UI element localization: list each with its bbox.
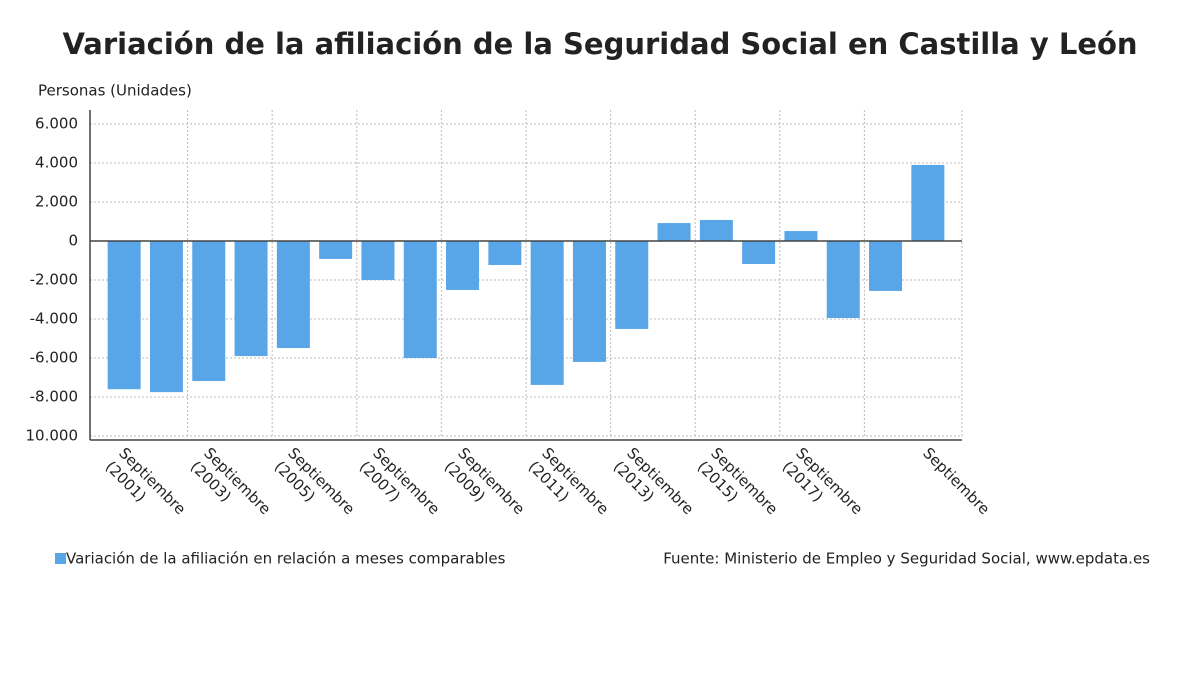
y-tick-label: -2.000 bbox=[30, 271, 78, 289]
bar bbox=[699, 219, 733, 241]
legend-swatch bbox=[55, 553, 66, 564]
y-tick-label: -4.000 bbox=[30, 310, 78, 328]
y-axis-label: Personas (Unidades) bbox=[38, 82, 192, 100]
bar bbox=[826, 241, 860, 319]
y-tick-label: 10.000 bbox=[26, 427, 79, 445]
bar bbox=[488, 241, 522, 265]
source: Fuente: Ministerio de Empleo y Seguridad… bbox=[663, 550, 1150, 568]
bar bbox=[657, 223, 691, 241]
chart-title: Variación de la afiliación de la Segurid… bbox=[62, 27, 1137, 61]
legend-label: Variación de la afiliación en relación a… bbox=[66, 550, 506, 568]
bar bbox=[361, 241, 395, 280]
bar bbox=[319, 241, 353, 259]
bar bbox=[615, 241, 649, 329]
bar bbox=[107, 241, 141, 390]
y-tick-label: 6.000 bbox=[35, 115, 78, 133]
y-tick-label: -8.000 bbox=[30, 388, 78, 406]
bar bbox=[192, 241, 226, 382]
y-tick-label: -6.000 bbox=[30, 349, 78, 367]
bar bbox=[869, 241, 903, 291]
bar bbox=[446, 241, 480, 290]
y-tick-label: 2.000 bbox=[35, 193, 78, 211]
bar bbox=[234, 241, 268, 357]
bar bbox=[742, 241, 776, 265]
bar bbox=[149, 241, 183, 393]
bar bbox=[403, 241, 437, 358]
bar bbox=[572, 241, 606, 362]
bar bbox=[911, 164, 945, 241]
y-tick-label: 4.000 bbox=[35, 154, 78, 172]
y-tick-label: 0 bbox=[68, 232, 78, 250]
bar bbox=[276, 241, 310, 349]
bar bbox=[530, 241, 564, 385]
bar bbox=[784, 231, 818, 241]
